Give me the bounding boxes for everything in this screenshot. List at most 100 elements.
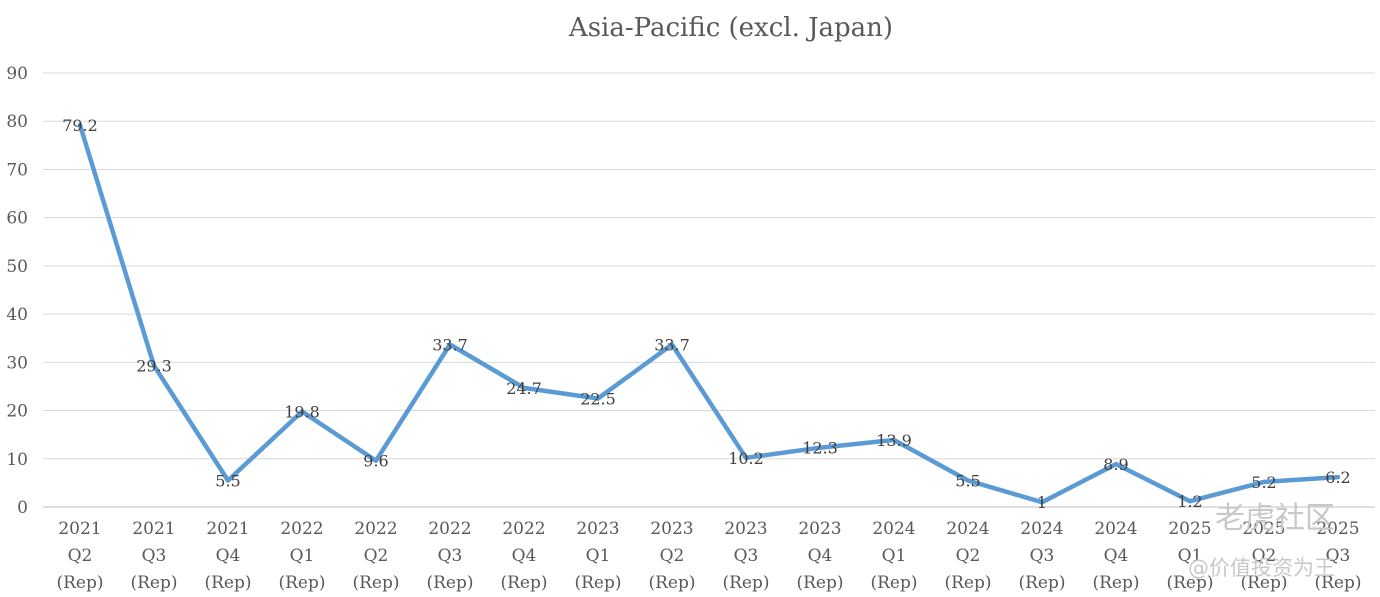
x-tick-label-line: Q1 <box>1178 546 1203 566</box>
x-tick-label-line: (Rep) <box>56 573 103 593</box>
x-tick-label-line: (Rep) <box>1018 573 1065 593</box>
x-tick-label-line: 2025 <box>1168 519 1211 539</box>
x-tick-label: 2023 Q3 (Rep) <box>722 519 769 593</box>
x-tick-label: 2022 Q1 (Rep) <box>278 519 325 593</box>
x-tick-label-line: (Rep) <box>426 573 473 593</box>
x-tick-label-line: Q2 <box>956 546 981 566</box>
data-label: 29.3 <box>136 357 172 376</box>
x-tick-label: 2023 Q4 (Rep) <box>796 519 843 593</box>
x-tick-label-line: Q3 <box>734 546 759 566</box>
x-tick-label-line: (Rep) <box>722 573 769 593</box>
x-tick-label: 2021 Q4 (Rep) <box>204 519 251 593</box>
x-tick-label-line: Q3 <box>1030 546 1055 566</box>
x-tick-label-line: 2021 <box>58 519 101 539</box>
x-tick-label-line: Q2 <box>364 546 389 566</box>
x-tick-label-line: 2021 <box>132 519 175 539</box>
x-tick-label-line: (Rep) <box>1240 573 1287 593</box>
x-tick-label: 2025 Q3 (Rep) <box>1314 519 1361 593</box>
x-tick-label: 2025 Q1 (Rep) <box>1166 519 1213 593</box>
x-tick-label-line: Q4 <box>1104 546 1129 566</box>
x-tick-label-line: Q4 <box>808 546 833 566</box>
y-axis-ticks: 0 10 20 30 40 50 60 70 80 90 <box>6 64 28 518</box>
x-tick-label-line: Q3 <box>1326 546 1351 566</box>
gridlines <box>43 72 1375 508</box>
y-tick-label: 80 <box>6 112 28 132</box>
data-label: 1.2 <box>1177 492 1202 511</box>
x-tick-label: 2025 Q2 (Rep) <box>1240 519 1287 593</box>
x-tick-label-line: (Rep) <box>944 573 991 593</box>
series-layer <box>77 122 1341 505</box>
data-label: 9.6 <box>363 452 388 471</box>
x-tick-label-line: Q2 <box>660 546 685 566</box>
data-label: 5.5 <box>955 471 980 490</box>
x-tick-label-line: Q1 <box>290 546 315 566</box>
x-tick-label-line: (Rep) <box>574 573 621 593</box>
x-tick-label-line: Q2 <box>1252 546 1277 566</box>
x-tick-label-line: 2024 <box>1094 519 1137 539</box>
data-label: 1 <box>1037 493 1047 512</box>
y-tick-label: 0 <box>17 498 28 518</box>
x-tick-label: 2024 Q2 (Rep) <box>944 519 991 593</box>
data-label: 33.7 <box>432 335 468 354</box>
y-tick-label: 60 <box>6 209 28 229</box>
x-tick-label-line: (Rep) <box>500 573 547 593</box>
x-tick-label-line: 2025 <box>1316 519 1359 539</box>
data-label: 8.9 <box>1103 455 1128 474</box>
x-tick-label: 2022 Q2 (Rep) <box>352 519 399 593</box>
x-tick-label-line: Q4 <box>216 546 241 566</box>
x-tick-label: 2024 Q4 (Rep) <box>1092 519 1139 593</box>
data-label: 22.5 <box>580 390 616 409</box>
x-tick-label-line: 2022 <box>502 519 545 539</box>
x-tick-label-line: Q3 <box>438 546 463 566</box>
y-tick-label: 30 <box>6 353 28 373</box>
x-tick-label-line: (Rep) <box>796 573 843 593</box>
y-tick-label: 90 <box>6 64 28 84</box>
x-tick-label-line: (Rep) <box>130 573 177 593</box>
data-label: 33.7 <box>654 335 690 354</box>
x-tick-label: 2022 Q4 (Rep) <box>500 519 547 593</box>
x-tick-label-line: (Rep) <box>1314 573 1361 593</box>
x-tick-label: 2023 Q1 (Rep) <box>574 519 621 593</box>
y-tick-label: 40 <box>6 305 28 325</box>
x-tick-label-line: 2025 <box>1242 519 1285 539</box>
y-tick-label: 20 <box>6 402 28 422</box>
x-tick-label-line: 2023 <box>650 519 693 539</box>
data-label: 6.2 <box>1325 468 1350 487</box>
x-tick-label: 2024 Q3 (Rep) <box>1018 519 1065 593</box>
x-tick-label-line: Q3 <box>142 546 167 566</box>
x-tick-label-line: (Rep) <box>648 573 695 593</box>
x-tick-label-line: 2024 <box>1020 519 1063 539</box>
x-tick-label-line: 2023 <box>724 519 767 539</box>
data-label: 24.7 <box>506 379 542 398</box>
x-tick-label-line: 2022 <box>354 519 397 539</box>
data-label: 5.2 <box>1251 473 1276 492</box>
data-label: 19.8 <box>284 403 320 422</box>
data-label: 5.5 <box>215 471 240 490</box>
x-tick-label-line: 2024 <box>872 519 915 539</box>
x-tick-label-line: Q1 <box>882 546 907 566</box>
x-tick-label-line: (Rep) <box>278 573 325 593</box>
x-tick-label-line: (Rep) <box>1092 573 1139 593</box>
x-tick-label-line: (Rep) <box>870 573 917 593</box>
data-label: 79.2 <box>62 116 98 135</box>
y-tick-label: 70 <box>6 160 28 180</box>
y-tick-label: 50 <box>6 257 28 277</box>
x-axis-ticks: 2021 Q2 (Rep) 2021 Q3 (Rep) 2021 Q4 (Rep) 2022 Q1 (… <box>56 519 1361 593</box>
x-tick-label-line: (Rep) <box>1166 573 1213 593</box>
watermark-logo-text: 老虎社区 <box>1215 501 1335 536</box>
data-label: 10.2 <box>728 449 764 468</box>
x-tick-label-line: 2023 <box>798 519 841 539</box>
x-tick-label-line: 2023 <box>576 519 619 539</box>
y-tick-label: 10 <box>6 450 28 470</box>
x-tick-label-line: Q4 <box>512 546 537 566</box>
data-labels: 79.2 29.3 5.5 19.8 9.6 33.7 24.7 22.5 33.7 10.2 12… <box>62 116 1351 512</box>
x-tick-label: 2021 Q3 (Rep) <box>130 519 177 593</box>
chart-title: Asia-Pacific (excl. Japan) <box>568 13 893 43</box>
x-tick-label-line: Q2 <box>68 546 93 566</box>
x-tick-label-line: 2021 <box>206 519 249 539</box>
data-label: 12.3 <box>802 439 838 458</box>
data-label: 13.9 <box>876 431 912 450</box>
x-tick-label-line: (Rep) <box>352 573 399 593</box>
x-tick-label-line: (Rep) <box>204 573 251 593</box>
